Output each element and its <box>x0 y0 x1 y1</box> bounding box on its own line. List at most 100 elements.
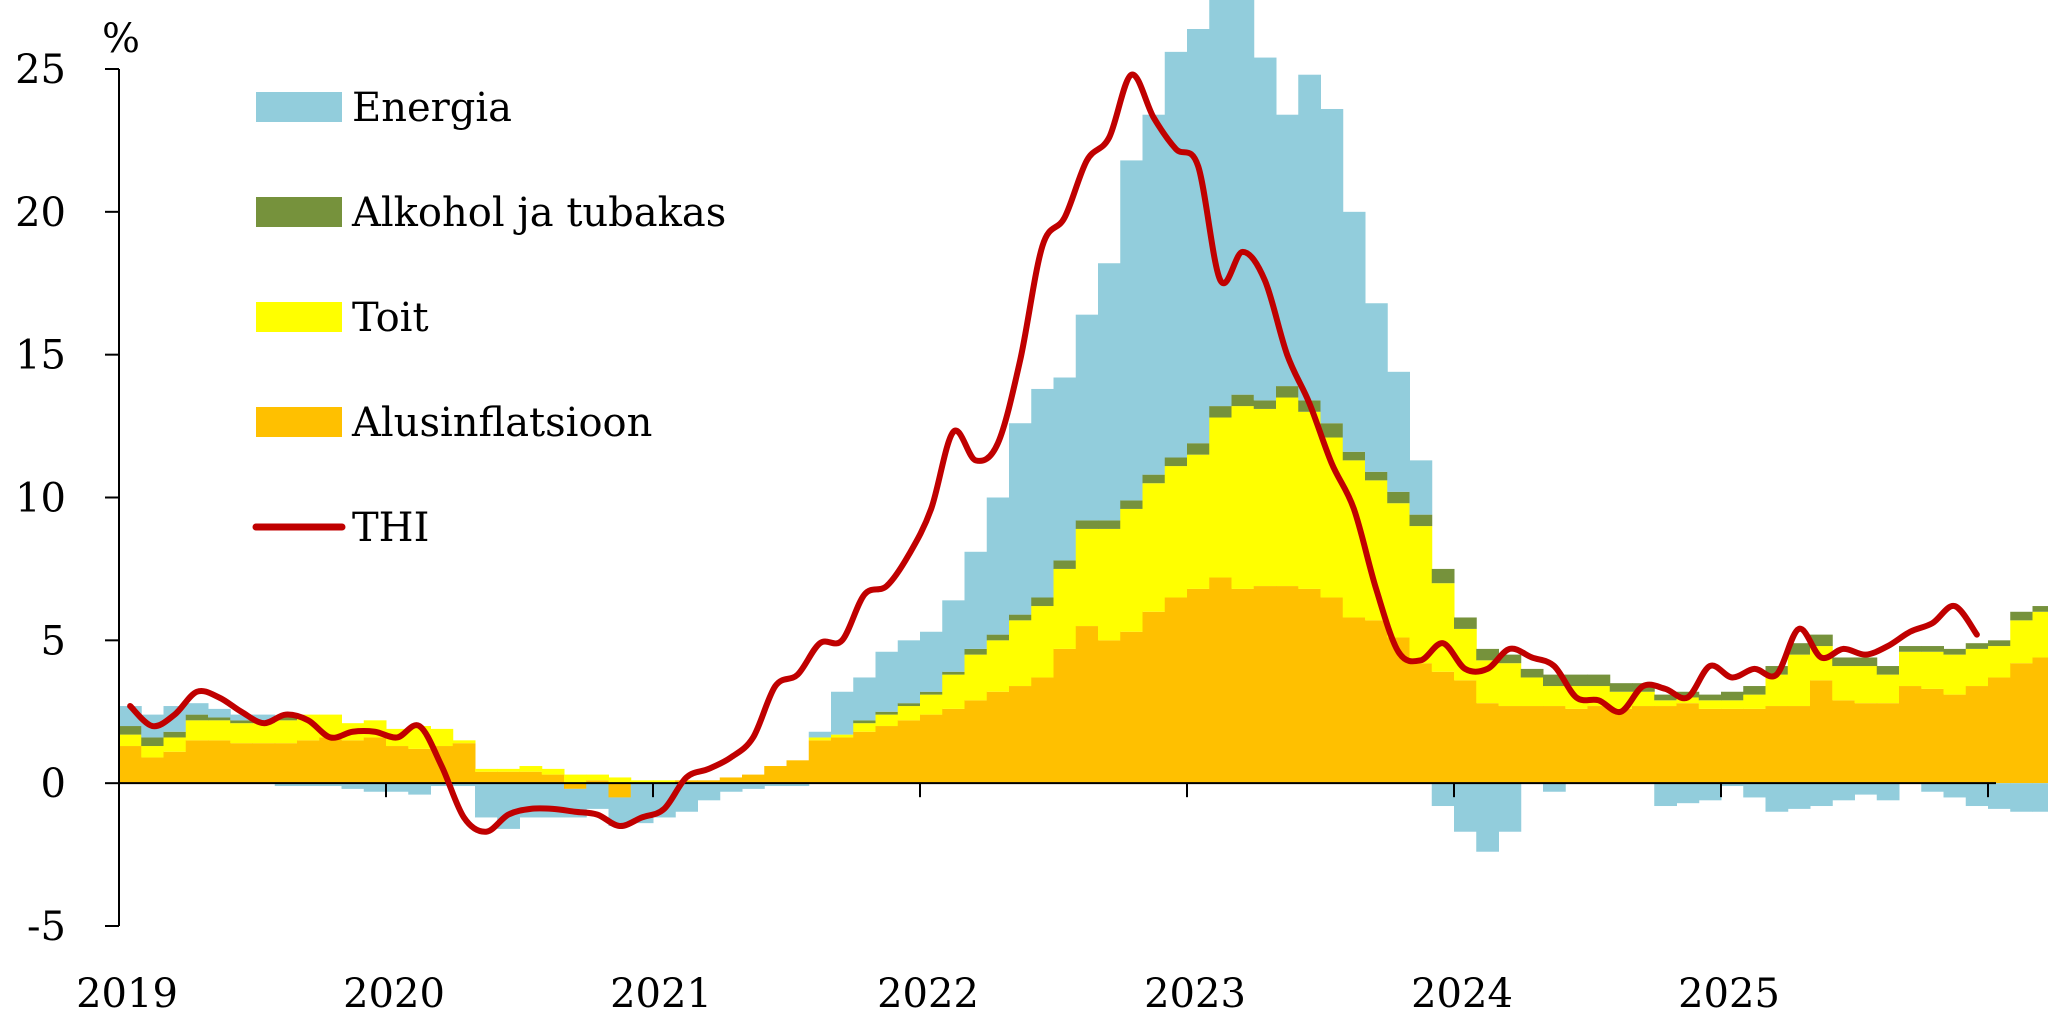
bar-toit <box>230 723 253 744</box>
bar-toit <box>564 774 587 784</box>
bar-energia <box>1298 74 1321 401</box>
bar-alusinflatsioon <box>252 743 276 784</box>
bar-alusinflatsioon <box>1988 677 2011 784</box>
bar-alkohol-ja-tubakas <box>208 717 231 721</box>
bar-alusinflatsioon <box>1810 680 1833 784</box>
bar-alusinflatsioon <box>808 740 832 784</box>
bar-toit <box>1365 480 1388 621</box>
bar-energia <box>1787 783 1811 809</box>
bar-alusinflatsioon <box>475 771 498 784</box>
bar-alkohol-ja-tubakas <box>1098 520 1121 529</box>
bar-alkohol-ja-tubakas <box>1543 674 1566 687</box>
bar-alusinflatsioon <box>697 780 721 784</box>
bar-toit <box>1142 483 1166 612</box>
bar-alusinflatsioon <box>1787 706 1811 784</box>
bar-energia <box>230 714 253 721</box>
bar-toit <box>875 714 899 727</box>
bar-alusinflatsioon <box>586 780 609 784</box>
bar-alusinflatsioon <box>1921 688 1944 784</box>
bar-alkohol-ja-tubakas <box>1498 654 1522 664</box>
bar-toit <box>497 768 520 772</box>
bar-energia <box>1454 783 1477 832</box>
bar-alusinflatsioon <box>141 757 164 784</box>
bar-energia <box>1876 783 1900 801</box>
bar-toit <box>1654 700 1677 707</box>
y-tick-label: 0 <box>41 761 66 807</box>
bar-alkohol-ja-tubakas <box>1965 643 1989 649</box>
bar-alusinflatsioon <box>2010 663 2033 784</box>
bar-alkohol-ja-tubakas <box>1721 691 1744 701</box>
bar-alusinflatsioon <box>1387 637 1410 784</box>
bar-alkohol-ja-tubakas <box>1988 640 2011 647</box>
bar-alkohol-ja-tubakas <box>1009 614 1032 621</box>
bar-alusinflatsioon <box>1676 703 1700 784</box>
bar-energia <box>1476 783 1499 852</box>
bar-alkohol-ja-tubakas <box>1943 648 1967 655</box>
bar-energia <box>1320 108 1344 424</box>
bar-alkohol-ja-tubakas <box>1454 617 1477 629</box>
bar-alusinflatsioon <box>519 771 543 784</box>
y-tick-label: 10 <box>15 476 66 522</box>
bar-alusinflatsioon <box>1520 706 1544 784</box>
bar-energia <box>586 783 609 809</box>
bar-alkohol-ja-tubakas <box>1476 648 1499 661</box>
bar-toit <box>1721 700 1744 709</box>
bar-toit <box>208 720 231 741</box>
bar-energia <box>897 640 921 704</box>
bar-energia <box>1943 783 1967 798</box>
bar-alusinflatsioon <box>230 743 253 784</box>
y-unit-label: % <box>102 16 140 62</box>
bar-toit <box>608 777 632 784</box>
bar-energia <box>1209 0 1232 407</box>
bar-toit <box>1053 568 1077 649</box>
bar-energia <box>274 783 298 787</box>
bar-alkohol-ja-tubakas <box>853 720 876 724</box>
bar-alkohol-ja-tubakas <box>1921 646 1944 652</box>
bar-energia <box>742 783 765 789</box>
bar-alusinflatsioon <box>1587 706 1611 784</box>
x-tick-label: 2019 <box>76 971 178 1017</box>
bar-toit <box>1965 648 1989 687</box>
bar-alkohol-ja-tubakas <box>1899 646 1922 652</box>
bar-toit <box>141 746 164 758</box>
bar-alusinflatsioon <box>764 766 787 784</box>
bar-alusinflatsioon <box>1632 706 1655 784</box>
bar-alusinflatsioon <box>208 740 231 784</box>
bar-alusinflatsioon <box>1098 640 1121 784</box>
thi-line <box>127 71 1980 835</box>
bar-alusinflatsioon <box>831 737 854 784</box>
bar-energia <box>252 714 276 721</box>
bar-toit <box>1164 466 1188 598</box>
bar-alusinflatsioon <box>942 708 965 784</box>
bar-alusinflatsioon <box>853 731 876 784</box>
bar-toit <box>1921 651 1944 689</box>
bar-toit <box>1031 606 1054 678</box>
bar-toit <box>986 640 1010 692</box>
bar-alusinflatsioon <box>1832 700 1855 784</box>
bar-energia <box>341 783 365 789</box>
bar-energia <box>1098 263 1121 521</box>
bar-alkohol-ja-tubakas <box>1787 643 1811 655</box>
bar-energia <box>1543 783 1566 792</box>
bar-toit <box>1187 454 1210 589</box>
bar-toit <box>1943 654 1967 695</box>
x-tick-label: 2022 <box>877 971 979 1017</box>
bar-alkohol-ja-tubakas <box>875 711 899 715</box>
bar-alkohol-ja-tubakas <box>141 737 164 747</box>
y-tick-label: 25 <box>15 47 66 93</box>
bar-alusinflatsioon <box>1164 597 1188 784</box>
bar-toit <box>1543 686 1566 707</box>
bar-alusinflatsioon <box>1765 706 1789 784</box>
bar-toit <box>1787 654 1811 707</box>
bar-alusinflatsioon <box>1943 694 1967 784</box>
bar-toit <box>430 728 454 747</box>
bar-alusinflatsioon <box>608 783 632 798</box>
bar-energia <box>1342 211 1366 452</box>
bar-energia <box>297 783 320 787</box>
bar-energia <box>1164 51 1188 458</box>
bar-energia <box>719 783 743 792</box>
bar-alkohol-ja-tubakas <box>1810 634 1833 647</box>
bar-alkohol-ja-tubakas <box>1142 474 1166 484</box>
bar-toit <box>808 737 832 741</box>
bar-alusinflatsioon <box>1031 677 1054 784</box>
